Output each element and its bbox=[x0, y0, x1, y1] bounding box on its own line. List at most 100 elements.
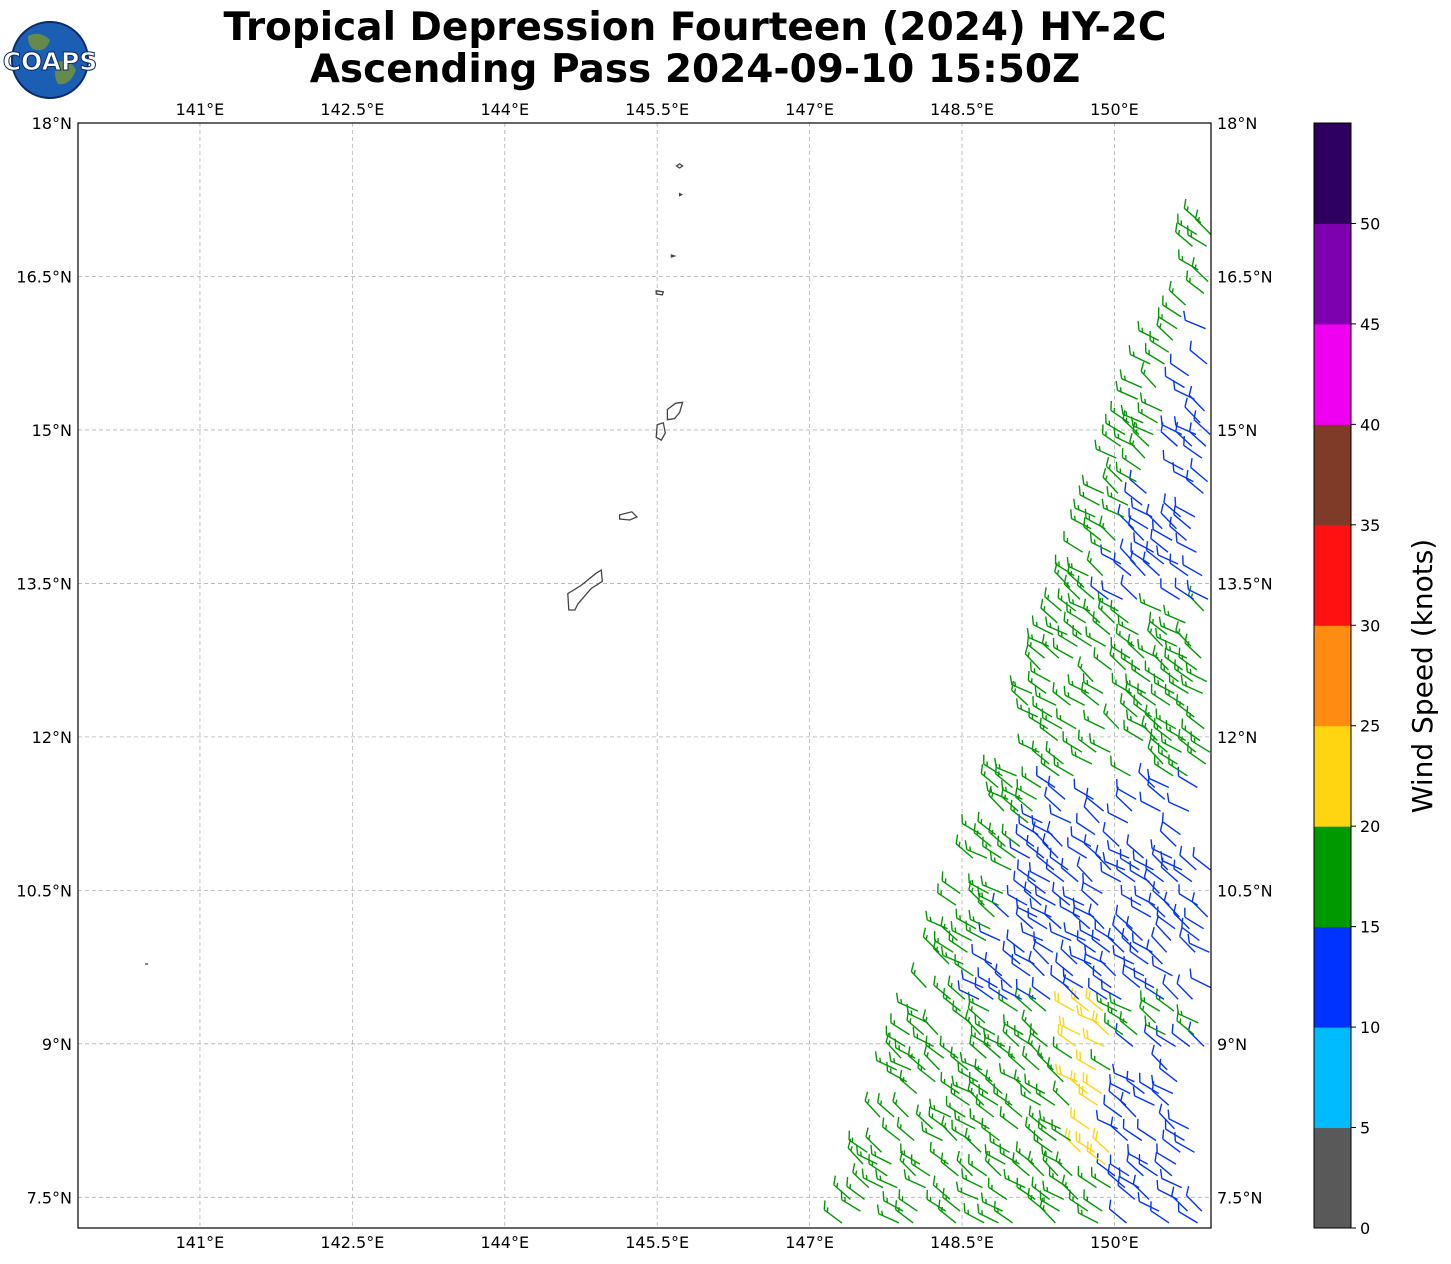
wind-barb bbox=[950, 1083, 970, 1106]
wind-barb bbox=[1057, 1024, 1077, 1047]
wind-barb bbox=[1179, 927, 1196, 953]
figure-title-line2: Ascending Pass 2024-09-10 15:50Z bbox=[310, 47, 1081, 92]
wind-barb bbox=[1022, 1045, 1040, 1071]
wind-barb bbox=[910, 962, 927, 989]
wind-barb bbox=[1123, 719, 1144, 742]
wind-barb bbox=[999, 1143, 1020, 1165]
wind-barb bbox=[1112, 1063, 1135, 1083]
wind-barb bbox=[1028, 862, 1051, 883]
wind-barb bbox=[1067, 674, 1090, 695]
wind-barb bbox=[890, 1013, 910, 1036]
wind-barb bbox=[941, 871, 961, 894]
wind-barb bbox=[1090, 576, 1109, 600]
wind-barb bbox=[1073, 778, 1094, 800]
wind-barb bbox=[1055, 1063, 1078, 1083]
wind-barb bbox=[1029, 661, 1051, 683]
wind-barb bbox=[1175, 222, 1193, 247]
wind-barb bbox=[1176, 1011, 1195, 1036]
wind-barb bbox=[1006, 885, 1028, 906]
wind-barb bbox=[1193, 410, 1211, 436]
wind-barb bbox=[1161, 812, 1181, 836]
wind-barb bbox=[947, 975, 966, 1000]
wind-barb bbox=[1108, 1199, 1127, 1224]
wind-barb bbox=[1062, 731, 1083, 753]
wind-barb bbox=[969, 1108, 990, 1130]
wind-barb bbox=[1183, 436, 1203, 459]
wind-barb bbox=[964, 1127, 982, 1153]
wind-barb bbox=[1041, 634, 1060, 659]
wind-barb bbox=[1160, 857, 1179, 883]
wind-barb bbox=[1125, 915, 1143, 942]
wind-barb bbox=[1137, 638, 1159, 659]
wind-barb bbox=[1081, 881, 1099, 906]
lon-tick-label-bottom: 148.5°E bbox=[930, 1233, 994, 1252]
wind-barb bbox=[1163, 493, 1182, 518]
wind-barb bbox=[1187, 933, 1210, 953]
colorbar-bin bbox=[1314, 223, 1351, 325]
wind-barb bbox=[1110, 400, 1130, 424]
wind-barb bbox=[953, 1109, 976, 1130]
wind-barb bbox=[1115, 380, 1138, 400]
wind-barb bbox=[1137, 1192, 1160, 1212]
wind-barb bbox=[1139, 998, 1157, 1024]
lat-tick-label-right: 18°N bbox=[1217, 114, 1257, 133]
wind-barb bbox=[1100, 544, 1122, 565]
wind-barb bbox=[1031, 615, 1054, 636]
wind-barb bbox=[957, 1061, 979, 1083]
wind-barb bbox=[1081, 474, 1105, 495]
wind-barb bbox=[1083, 517, 1102, 541]
wind-barb bbox=[1144, 977, 1165, 1000]
wind-barb bbox=[1152, 881, 1170, 906]
wind-barb bbox=[1160, 578, 1180, 600]
wind-barb bbox=[1044, 786, 1062, 812]
wind-barb bbox=[1164, 1119, 1185, 1142]
colorbar-bin bbox=[1314, 1027, 1351, 1129]
wind-barb bbox=[1049, 847, 1069, 871]
wind-barb bbox=[1095, 1110, 1118, 1130]
lon-tick-label-bottom: 150°E bbox=[1090, 1233, 1139, 1252]
colorbar-bin bbox=[1314, 625, 1351, 727]
wind-barb bbox=[1131, 659, 1151, 683]
wind-barb bbox=[1164, 647, 1184, 671]
wind-barb bbox=[1123, 955, 1145, 977]
wind-barb bbox=[1106, 486, 1129, 506]
wind-barb bbox=[1188, 385, 1206, 412]
colorbar-tick-label: 20 bbox=[1360, 817, 1380, 836]
wind-barb bbox=[1104, 1012, 1124, 1036]
wind-barb bbox=[1078, 1083, 1098, 1106]
wind-barb bbox=[833, 1175, 851, 1200]
colorbar-tick-label: 10 bbox=[1360, 1018, 1380, 1037]
wind-barb bbox=[971, 943, 993, 965]
wind-barb bbox=[1078, 485, 1100, 506]
wind-barb bbox=[948, 930, 968, 953]
wind-barb bbox=[1085, 987, 1104, 1012]
wind-barb bbox=[1083, 834, 1102, 859]
wind-barb bbox=[1109, 645, 1127, 671]
wind-barb bbox=[1077, 656, 1094, 683]
wind-barb bbox=[876, 1093, 895, 1118]
wind-barb bbox=[896, 1116, 915, 1142]
wind-barb bbox=[1099, 950, 1117, 977]
wind-barb bbox=[1089, 532, 1112, 553]
lon-tick-label-bottom: 144°E bbox=[480, 1233, 529, 1252]
wind-barb bbox=[1182, 555, 1203, 577]
wind-barb bbox=[945, 1095, 966, 1118]
wind-barb bbox=[1031, 976, 1051, 1000]
wind-barb bbox=[1169, 516, 1187, 541]
wind-barb bbox=[1076, 930, 1096, 953]
wind-barb bbox=[1120, 574, 1138, 600]
wind-barb bbox=[900, 1143, 921, 1165]
wind-barb bbox=[1070, 509, 1092, 530]
wind-barb bbox=[1102, 852, 1126, 871]
wind-barb bbox=[1068, 1189, 1089, 1212]
wind-barb bbox=[1077, 1165, 1097, 1189]
wind-barb bbox=[1076, 1005, 1099, 1024]
wind-barb bbox=[1070, 744, 1093, 765]
wind-barb bbox=[937, 883, 957, 906]
wind-barb bbox=[1106, 840, 1130, 859]
wind-barb bbox=[1055, 1151, 1073, 1177]
wind-barb bbox=[1162, 295, 1182, 318]
colorbar: 0 5 10 15 20 25 30 35 40 45 50 bbox=[1313, 122, 1380, 1238]
wind-barb bbox=[1001, 823, 1021, 847]
wind-barb bbox=[1067, 592, 1091, 612]
